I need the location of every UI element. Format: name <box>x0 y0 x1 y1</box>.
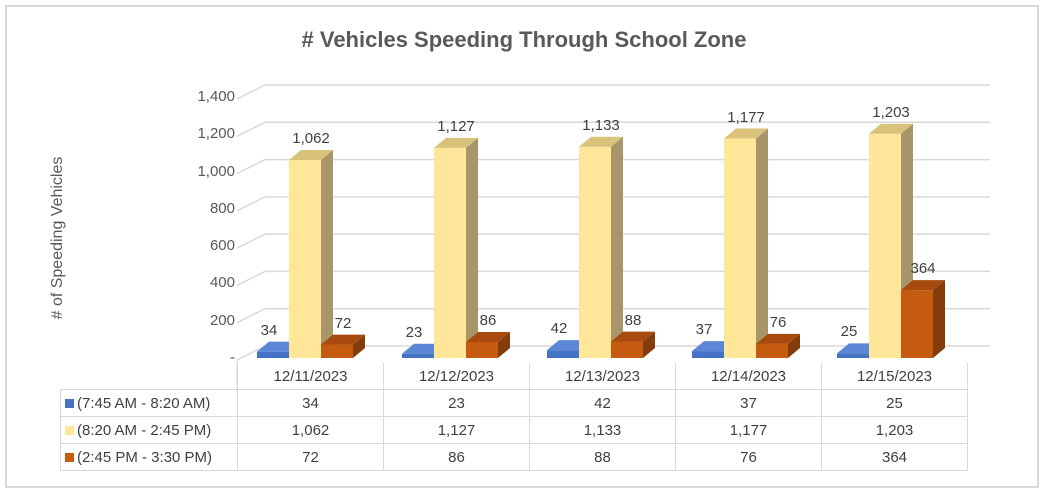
data-label: 1,133 <box>582 116 620 134</box>
legend-entry: (2:45 PM - 3:30 PM) <box>60 443 238 471</box>
data-label: 23 <box>405 323 423 341</box>
table-cell: 1,203 <box>821 416 968 444</box>
legend-entry: (7:45 AM - 8:20 AM) <box>60 389 238 417</box>
legend-swatch-blue <box>65 398 74 408</box>
legend-swatch-yellow <box>65 425 74 435</box>
data-label: 1,127 <box>437 117 475 135</box>
table-cell: 42 <box>529 389 676 417</box>
y-tick-label: 400 <box>209 274 235 292</box>
data-label: 25 <box>840 323 858 341</box>
table-cell: 25 <box>821 389 968 417</box>
data-label: 86 <box>479 311 497 329</box>
y-tick-label: 200 <box>209 311 235 329</box>
data-table-row: (2:45 PM - 3:30 PM) 72 86 88 76 364 <box>60 443 968 471</box>
y-tick-label: 1,400 <box>197 88 235 105</box>
bar <box>756 333 800 358</box>
legend-swatch-orange <box>65 452 74 462</box>
data-label: 76 <box>769 313 787 331</box>
data-label: 42 <box>550 320 568 338</box>
y-tick-label: 600 <box>209 237 235 255</box>
data-label: 364 <box>910 260 936 278</box>
table-cell: 72 <box>237 443 384 471</box>
category-label: 12/11/2023 <box>237 363 384 390</box>
data-label: 1,177 <box>727 108 765 126</box>
bar <box>579 136 623 358</box>
bar <box>724 128 768 358</box>
data-table-row: (7:45 AM - 8:20 AM) 34 23 42 37 25 <box>60 389 968 417</box>
data-label: 1,062 <box>292 130 330 147</box>
table-cell: 23 <box>383 389 530 417</box>
bar <box>434 137 478 358</box>
data-label: 37 <box>695 321 713 339</box>
bars <box>257 123 945 359</box>
bar <box>901 280 945 358</box>
chart-title: # Vehicles Speeding Through School Zone <box>301 27 747 52</box>
category-label: 12/15/2023 <box>821 363 968 390</box>
table-cell: 1,133 <box>529 416 676 444</box>
category-label: 12/14/2023 <box>675 363 822 390</box>
data-table-row: (8:20 AM - 2:45 PM) 1,062 1,127 1,133 1,… <box>60 416 968 444</box>
legend-entry: (8:20 AM - 2:45 PM) <box>60 416 238 444</box>
data-label: 88 <box>624 311 642 329</box>
y-tick-label: 800 <box>209 199 235 217</box>
table-cell: 1,127 <box>383 416 530 444</box>
data-label: 72 <box>334 314 352 332</box>
table-cell: 1,177 <box>675 416 822 444</box>
table-cell: 88 <box>529 443 676 471</box>
data-label: 1,203 <box>872 103 910 121</box>
y-tick-label: - <box>230 349 235 366</box>
data-table-header-row: 12/11/2023 12/12/2023 12/13/2023 12/14/2… <box>60 363 968 390</box>
bar <box>321 334 365 358</box>
bar <box>289 150 333 358</box>
table-cell: 1,062 <box>237 416 384 444</box>
y-tick-label: 1,200 <box>197 125 235 143</box>
y-tick-label: 1,000 <box>197 162 235 180</box>
category-label: 12/12/2023 <box>383 363 530 390</box>
table-cell: 76 <box>675 443 822 471</box>
data-label: 34 <box>260 321 278 339</box>
table-cell: 37 <box>675 389 822 417</box>
data-table: 12/11/2023 12/12/2023 12/13/2023 12/14/2… <box>60 363 968 471</box>
table-cell: 364 <box>821 443 968 471</box>
table-cell: 34 <box>237 389 384 417</box>
bar <box>466 331 510 358</box>
category-label: 12/13/2023 <box>529 363 676 390</box>
table-cell: 86 <box>383 443 530 471</box>
bar <box>611 331 655 358</box>
